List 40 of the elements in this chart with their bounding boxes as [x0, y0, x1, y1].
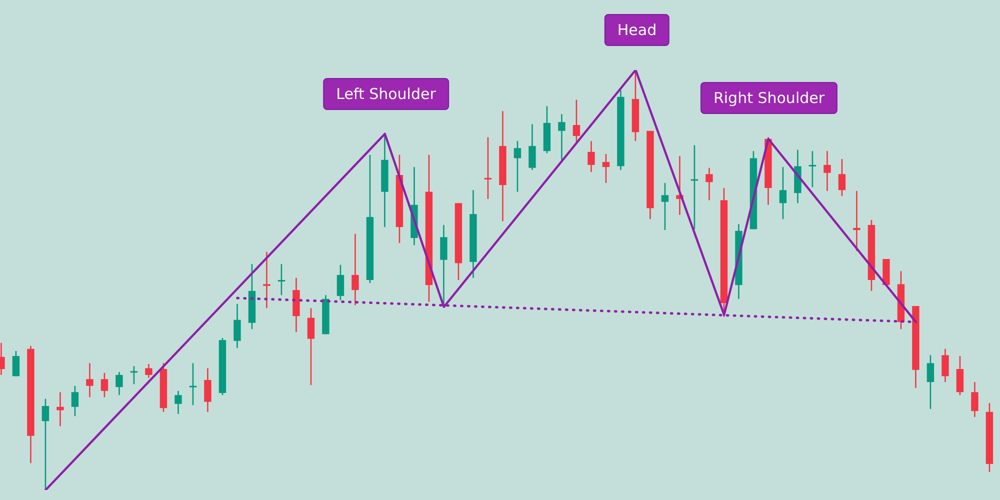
candlestick	[706, 167, 713, 201]
candlestick	[189, 362, 197, 406]
candlestick	[779, 166, 787, 220]
candlestick	[145, 363, 152, 379]
candlestick	[56, 391, 64, 427]
candlestick	[661, 182, 669, 231]
candlestick	[956, 355, 964, 396]
candlestick	[336, 264, 344, 301]
candlestick	[116, 371, 123, 396]
candlestick	[926, 354, 934, 410]
candlestick	[528, 124, 536, 171]
candlestick	[263, 251, 270, 309]
candlestick	[42, 398, 50, 490]
candlestick	[690, 144, 698, 230]
annotation: Right Shoulder	[700, 82, 838, 114]
candlestick	[71, 385, 79, 417]
candlestick	[942, 348, 949, 383]
candlestick	[12, 350, 20, 377]
candlestick	[572, 99, 580, 144]
candlestick	[514, 140, 522, 192]
candlestick	[484, 136, 492, 200]
annotation: Left Shoulder	[323, 78, 449, 110]
candlestick	[808, 150, 816, 188]
candlestick	[602, 153, 610, 184]
candlestick	[307, 307, 315, 386]
candlestick	[588, 140, 595, 173]
candlestick	[86, 362, 94, 398]
candlestick	[824, 150, 831, 192]
text: Head	[604, 14, 670, 46]
candlestick	[174, 390, 182, 415]
candlestick	[558, 113, 566, 161]
candlestick	[100, 372, 108, 398]
candlestick	[352, 233, 359, 306]
candlestick	[971, 381, 978, 418]
candlestick	[234, 303, 241, 349]
candlestick	[853, 190, 860, 252]
candlestick	[130, 365, 138, 385]
candlestick	[838, 158, 846, 197]
candlestick	[278, 263, 286, 296]
candlestick	[204, 368, 212, 413]
